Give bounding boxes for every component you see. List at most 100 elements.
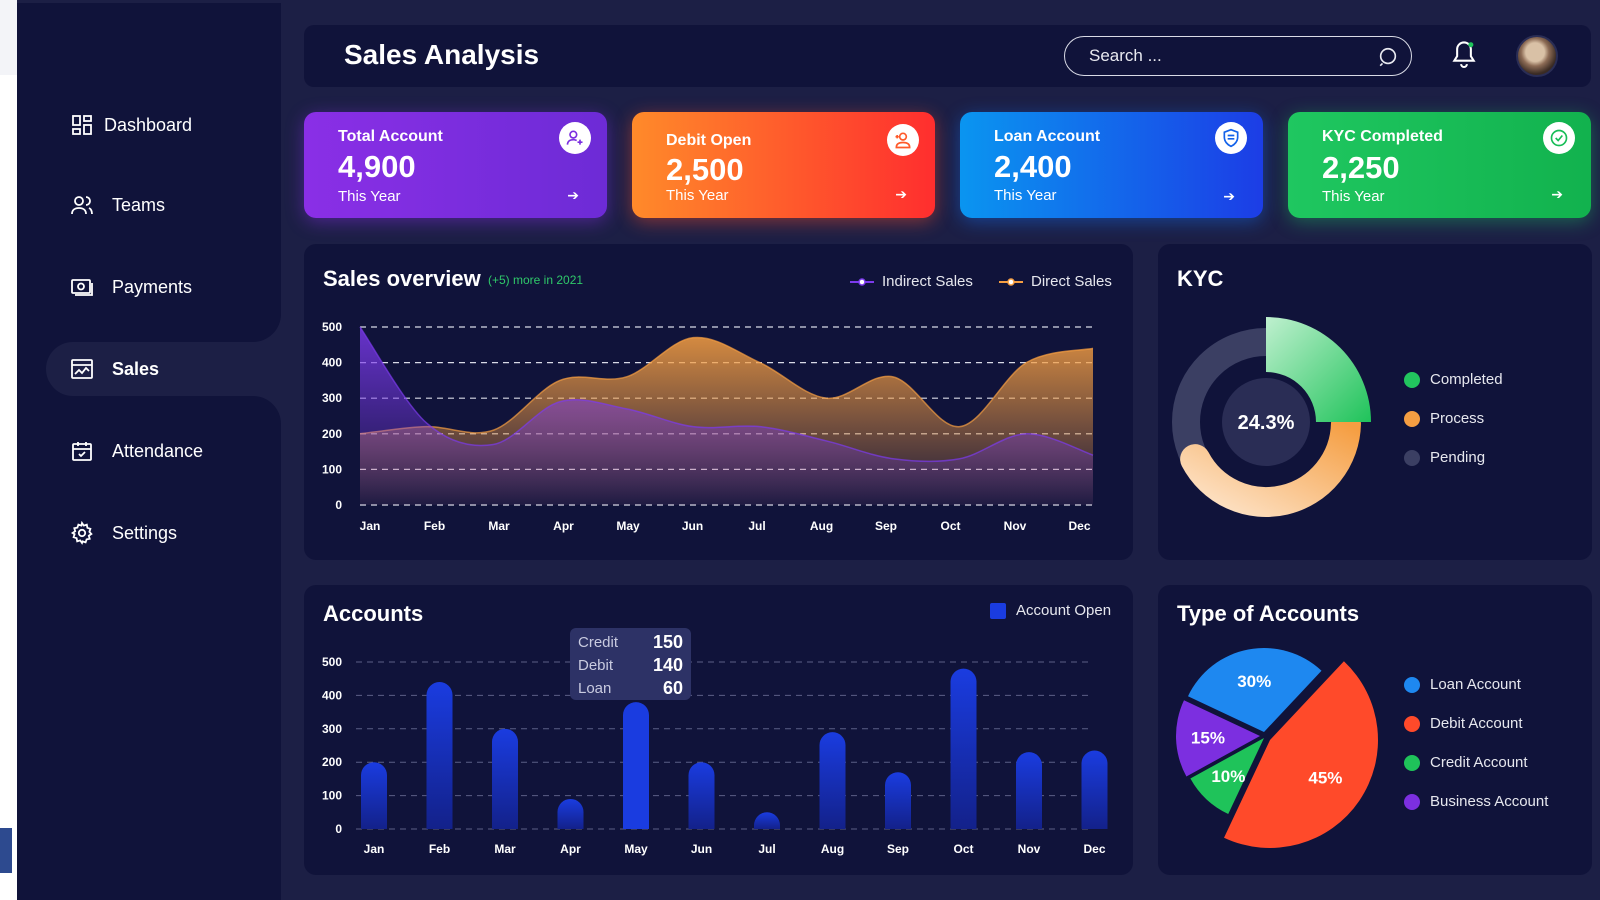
stat-card-total-account[interactable]: Total Account 4,900 This Year ➔ xyxy=(304,112,607,218)
sidebar-item-teams[interactable]: Teams xyxy=(70,178,165,232)
bar xyxy=(1081,750,1108,829)
sidebar-item-settings[interactable]: Settings xyxy=(70,506,177,560)
legend-swatch xyxy=(990,602,1006,619)
x-tick-label: Jul xyxy=(748,519,765,533)
growth-note: (+5) more in 2021 xyxy=(488,273,584,287)
legend-label: Loan Account xyxy=(1430,676,1521,693)
search-box[interactable] xyxy=(1064,36,1412,76)
tooltip-value: 150 xyxy=(652,632,683,652)
type-of-accounts-panel: Type of Accounts 30% 45% 10% 15% Loan Accou… xyxy=(1158,585,1592,875)
x-tick-label: Dec xyxy=(1083,842,1105,856)
card-value: 4,900 xyxy=(338,149,416,184)
y-tick-label: 400 xyxy=(322,356,342,370)
sales-icon xyxy=(71,359,93,379)
accounts-bar-chart: 0 100 200 300 400 500 Jan Feb Mar Apr May Jun Jul Aug… xyxy=(322,655,1108,856)
x-tick-label: May xyxy=(624,842,648,856)
search-icon[interactable] xyxy=(1377,46,1399,68)
stat-card-debit-open[interactable]: Debit Open 2,500 This Year ➔ xyxy=(632,112,935,218)
sidebar-item-dashboard[interactable]: Dashboard xyxy=(70,98,192,152)
shield-icon xyxy=(1215,122,1247,154)
legend-completed[interactable]: Completed xyxy=(1404,371,1503,388)
legend-business-account[interactable]: Business Account xyxy=(1404,793,1548,810)
x-tick-label: Jan xyxy=(364,842,385,856)
y-tick-label: 0 xyxy=(335,822,342,836)
legend-debit-account[interactable]: Debit Account xyxy=(1404,715,1523,732)
card-subtext: This Year xyxy=(666,187,729,204)
legend-pending[interactable]: Pending xyxy=(1404,449,1485,466)
legend-label: Indirect Sales xyxy=(882,273,973,290)
page-title: Sales Analysis xyxy=(344,39,540,70)
x-tick-label: Jan xyxy=(360,519,381,533)
bar-tooltip: Credit 150 Debit 140 Loan 60 xyxy=(570,628,691,700)
x-tick-label: Apr xyxy=(560,842,581,856)
x-tick-label: Nov xyxy=(1018,842,1041,856)
sidebar-item-payments[interactable]: Payments xyxy=(70,260,192,314)
pie-label: 30% xyxy=(1237,672,1271,691)
legend-dot xyxy=(1404,410,1420,427)
stat-card-loan-account[interactable]: Loan Account 2,400 This Year ➔ xyxy=(960,112,1263,218)
x-tick-label: May xyxy=(616,519,640,533)
y-tick-label: 200 xyxy=(322,755,342,769)
sidebar-item-label: Teams xyxy=(112,194,166,215)
pie-slice-business-account xyxy=(1176,700,1260,777)
line-indirect-sales xyxy=(359,326,1094,463)
payments-icon xyxy=(71,279,93,296)
bar xyxy=(754,812,780,829)
legend-label: Pending xyxy=(1430,449,1486,466)
x-tick-label: Feb xyxy=(424,519,445,533)
legend-direct-sales[interactable]: Direct Sales xyxy=(999,273,1112,290)
arrow-right-icon[interactable]: ➔ xyxy=(895,186,907,202)
legend-swatch xyxy=(999,277,1023,286)
stat-card-kyc-completed[interactable]: KYC Completed 2,250 This Year ➔ xyxy=(1288,112,1591,218)
pie-slice-debit-account xyxy=(1224,661,1378,848)
legend-credit-account[interactable]: Credit Account xyxy=(1404,754,1528,771)
legend-indirect-sales[interactable]: Indirect Sales xyxy=(850,273,973,290)
donut-center-label: 24.3% xyxy=(1238,412,1295,434)
legend-label: Process xyxy=(1430,410,1485,427)
legend-dot xyxy=(1404,715,1420,732)
y-tick-label: 500 xyxy=(322,320,342,334)
y-tick-label: 400 xyxy=(322,688,342,702)
avatar[interactable] xyxy=(1516,35,1558,77)
y-tick-label: 300 xyxy=(322,722,342,736)
arrow-right-icon[interactable]: ➔ xyxy=(1551,186,1563,202)
accounts-pie-chart: 30% 45% 10% 15% xyxy=(1176,648,1378,848)
legend-label: Direct Sales xyxy=(1031,273,1112,290)
legend-account-open[interactable]: Account Open xyxy=(990,602,1111,619)
bar xyxy=(426,682,453,829)
sidebar-item-label: Sales xyxy=(112,358,160,379)
legend-label: Debit Account xyxy=(1430,715,1523,732)
left-edge-strip xyxy=(0,0,17,900)
dashboard-icon xyxy=(72,115,92,135)
x-tick-label: Jun xyxy=(682,519,703,533)
pie-slice-loan-account xyxy=(1187,648,1322,732)
legend-label: Completed xyxy=(1430,371,1503,388)
arrow-right-icon[interactable]: ➔ xyxy=(567,187,579,203)
x-tick-label: Aug xyxy=(821,842,844,856)
bar xyxy=(819,732,846,829)
x-tick-label: Oct xyxy=(953,842,973,856)
y-tick-label: 100 xyxy=(322,462,342,476)
donut-slice-process xyxy=(1180,408,1361,517)
check-circle-icon xyxy=(1543,122,1575,154)
y-tick-label: 200 xyxy=(322,427,342,441)
sidebar-item-sales[interactable]: Sales xyxy=(70,342,159,396)
bar xyxy=(950,668,977,829)
card-label: Total Account xyxy=(338,128,443,145)
pie-label: 10% xyxy=(1211,767,1245,786)
bar xyxy=(557,798,584,829)
search-input[interactable] xyxy=(1089,46,1359,66)
panel-title: Sales overview xyxy=(323,266,481,291)
bell-icon[interactable] xyxy=(1450,39,1478,71)
nav-notch xyxy=(236,300,281,342)
area-indirect-sales xyxy=(360,327,1093,505)
sidebar-item-attendance[interactable]: Attendance xyxy=(70,424,203,478)
tooltip-label: Debit xyxy=(578,657,614,674)
legend-swatch xyxy=(850,277,874,286)
legend-dot xyxy=(1404,793,1420,810)
user-icon xyxy=(559,122,591,154)
legend-process[interactable]: Process xyxy=(1404,410,1484,427)
arrow-right-icon[interactable]: ➔ xyxy=(1223,188,1235,204)
legend-loan-account[interactable]: Loan Account xyxy=(1404,676,1521,693)
sidebar xyxy=(17,3,281,900)
